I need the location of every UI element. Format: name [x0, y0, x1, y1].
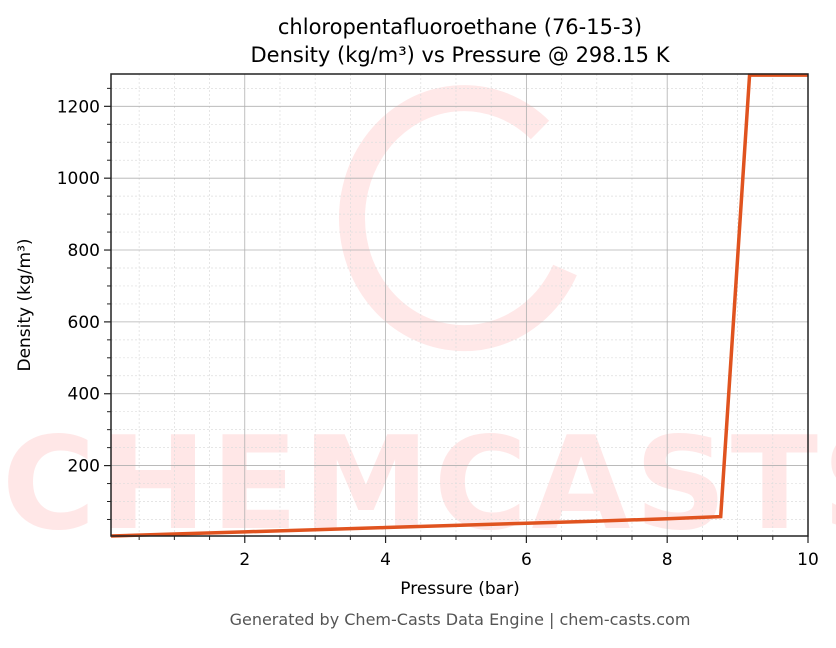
x-tick-label: 6 [521, 550, 532, 570]
plot-frame [110, 73, 809, 537]
x-axis-label: Pressure (bar) [400, 579, 519, 599]
y-tick-label: 600 [68, 313, 100, 333]
x-tick-label: 8 [662, 550, 673, 570]
y-tick-label: 800 [68, 241, 100, 261]
footer-credit: Generated by Chem-Casts Data Engine | ch… [230, 610, 691, 629]
chart-title: chloropentafluoroethane (76-15-3) [278, 15, 642, 39]
density-line [110, 73, 808, 538]
x-tick-label: 2 [239, 550, 250, 570]
x-tick-label: 10 [797, 550, 819, 570]
y-tick-label: 400 [68, 385, 100, 405]
watermark-logo: CHEMCASTS [2, 85, 836, 559]
y-axis-label: Density (kg/m³) [15, 238, 35, 371]
chart-subtitle: Density (kg/m³) vs Pressure @ 298.15 K [250, 43, 670, 67]
y-tick-label: 1200 [57, 97, 100, 117]
y-tick-label: 1000 [57, 169, 100, 189]
y-tick-label: 200 [68, 457, 100, 477]
x-tick-label: 4 [380, 550, 391, 570]
